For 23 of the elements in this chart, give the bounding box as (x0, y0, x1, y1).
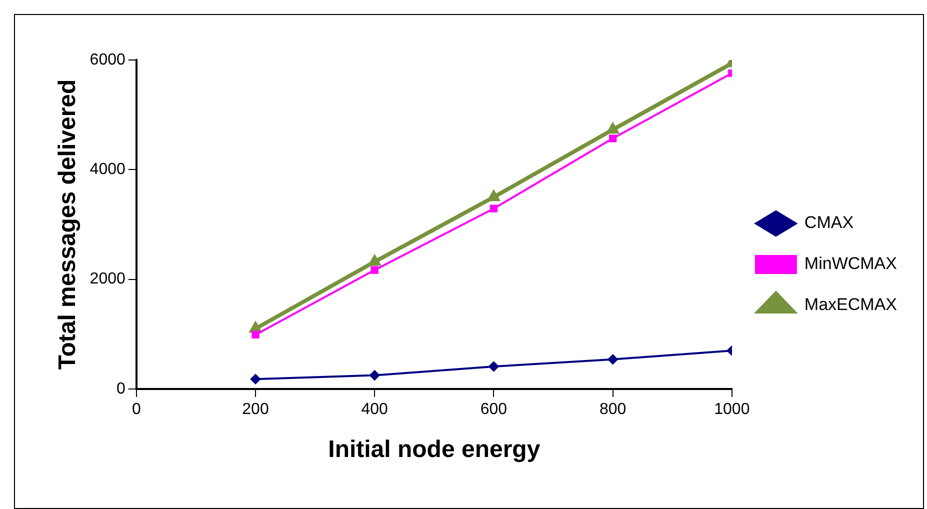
point (252, 330, 260, 339)
x-tick-label: 0 (132, 401, 141, 418)
x-axis-title: Initial node energy (328, 436, 541, 464)
legend-label: MaxECMAX (804, 295, 898, 314)
x-tick-label: 600 (480, 401, 508, 418)
point (490, 204, 498, 212)
legend-label: CMAX (804, 213, 854, 232)
point (488, 362, 499, 372)
y-tick-label: 2000 (90, 270, 126, 288)
y-tick-label: 6000 (90, 51, 126, 68)
x-tick-label: 800 (599, 401, 626, 418)
point (608, 354, 618, 364)
legend-label: MinWCMAX (804, 254, 897, 274)
y-tick-label: 4000 (90, 161, 126, 178)
point (608, 134, 617, 142)
point (250, 374, 260, 384)
x-tick-label: 200 (242, 401, 269, 418)
x-tick-label: 1000 (714, 401, 750, 418)
point (370, 266, 378, 274)
x-tick-label: 400 (361, 401, 388, 418)
y-axis-title: Total messages delivered (54, 79, 82, 370)
point (370, 370, 380, 380)
y-tick-label: 0 (116, 380, 126, 398)
